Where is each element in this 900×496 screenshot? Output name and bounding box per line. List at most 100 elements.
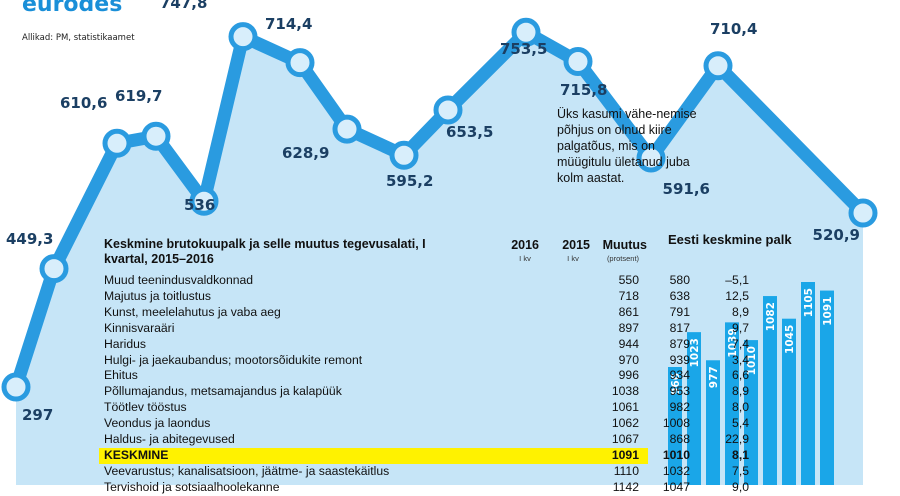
table-row: Majutus ja toitlustus 718 638 12,5 [99,288,749,305]
line-point [285,48,315,78]
row-value: 5,4 [732,416,749,431]
table-title: Keskmine brutokuupalk ja selle muutus te… [104,237,426,266]
row-value: 939 [669,352,690,367]
col-sub-change: (protsent) [606,254,640,263]
table-row: Haldus- ja abitegevused 1067 868 22,9 [99,432,749,448]
line-point [141,121,171,151]
table-row: Veevarustus; kanalisatsioon, jäätme- ja … [99,463,749,480]
table-row: Põllumajandus, metsamajandus ja kalapüük… [99,384,749,400]
row-value: 1110 [613,463,639,478]
row-label: Kinnisvaraäri [104,320,175,335]
row-value: 3,4 [732,352,749,367]
line-data-label: 536 [184,196,215,214]
row-value: 982 [669,400,690,415]
row-value: 1047 [662,479,690,494]
row-value: 7,5 [732,463,749,478]
row-value: 953 [669,384,690,399]
line-data-label: 591,6 [663,180,710,198]
row-value: 817 [669,320,690,335]
line-points [1,17,878,402]
row-label: Tervishoid ja sotsiaalhoolekanne [104,479,280,494]
line-data-label: 449,3 [6,230,53,248]
col-header-2015: 2015 [562,238,590,252]
row-value: 9,7 [732,320,749,335]
row-value: 7,4 [732,336,749,351]
table-row: Tervishoid ja sotsiaalhoolekanne 1142 1047… [99,479,749,496]
table-row: Haridus 944 879 7,4 [99,336,749,353]
line-point [703,51,733,81]
row-value: 996 [618,368,639,383]
table-row: Muud teenindusvaldkonnad 550 580 –5,1 [99,273,749,289]
row-label: Töötlev tööstus [104,400,187,415]
line-point [433,95,463,125]
table-row: Kunst, meelelahutus ja vaba aeg 861 791 8,9 [99,304,749,321]
bar-data-label: 1105 [803,288,815,317]
table-row: Hulgi- ja jaekaubandus; mootorsõidukite … [99,352,749,369]
row-value: 1142 [612,479,639,494]
col-header-2016: 2016 [511,238,539,252]
row-value: 934 [669,368,690,383]
row-value: 12,5 [725,288,749,303]
row-value: 791 [669,304,690,319]
row-value: 580 [669,273,690,287]
line-point [563,47,593,77]
bar [820,290,834,485]
row-value: 8,1 [732,447,749,462]
line-point [332,114,362,144]
row-label: Kunst, meelelahutus ja vaba aeg [104,304,281,319]
row-value: 8,0 [732,400,749,415]
row-value: 970 [618,352,639,367]
row-label: Ehitus [104,368,138,383]
row-value: 1067 [611,432,639,446]
row-value: 1010 [662,447,690,462]
line-point [189,186,219,216]
line-data-label: 747,8 [160,0,207,12]
row-label: KESKMINE [104,447,169,462]
row-value: 1032 [662,463,690,478]
line-data-label: 628,9 [282,144,329,162]
row-value: 8,9 [732,304,749,319]
bar-data-label: 1039 [727,328,739,357]
bar-chart-title: Eesti keskmine palk [668,232,792,247]
row-value: 897 [618,320,639,335]
line-data-label: 297 [22,406,53,424]
source-note: Allikad: PM, statistikaamet [22,33,135,43]
line-point [39,254,69,284]
line-data-label: 619,7 [115,87,162,105]
table-row: Kinnisvaraäri 897 817 9,7 [99,320,749,337]
line-data-label: 520,9 [813,226,860,244]
line-data-label: 610,6 [60,94,107,112]
row-value: –5,1 [725,273,749,287]
bar [687,332,701,485]
line-data-label: 753,5 [500,40,547,58]
row-value: 6,6 [732,368,749,383]
row-value: 1061 [611,400,639,415]
line-point [636,143,666,173]
bar-data-label: 1082 [765,302,777,331]
chart-canvas: 966 1023 977 1039 1010 1082 1045 1105 1091 297 44… [1,0,878,485]
line-data-label: 710,4 [710,20,757,38]
row-label: Muud teenindusvaldkonnad [104,273,254,287]
row-value: 1038 [611,384,639,399]
line-data-labels: 297 449,3 610,6 619,7 536 747,8 714,4 628,9 595,… [6,0,860,424]
line-point [848,198,878,228]
row-label: Hulgi- ja jaekaubandus; mootorsõidukite … [104,352,363,367]
row-value: 861 [618,304,639,319]
row-value: 1091 [611,447,639,462]
row-value: 718 [618,288,639,303]
bar-data-label: 1010 [746,346,758,375]
bar-chart: 966 1023 977 1039 1010 1082 1045 1105 1091 [668,282,834,485]
row-value: 8,9 [732,384,749,399]
bar-data-label: 966 [670,373,682,395]
row-value: 550 [618,273,639,287]
bar [763,296,777,485]
row-value: 1062 [611,416,639,431]
row-value: 9,0 [732,479,749,494]
row-label: Põllumajandus, metsamajandus ja kalapüük [104,384,342,399]
col-sub-2016: I kv [519,254,531,263]
bar-data-label: 977 [708,366,720,388]
row-label: Veondus ja laondus [104,416,211,431]
row-label: Haridus [104,336,146,351]
bar-data-label: 1045 [784,325,796,354]
line-point [102,128,132,158]
